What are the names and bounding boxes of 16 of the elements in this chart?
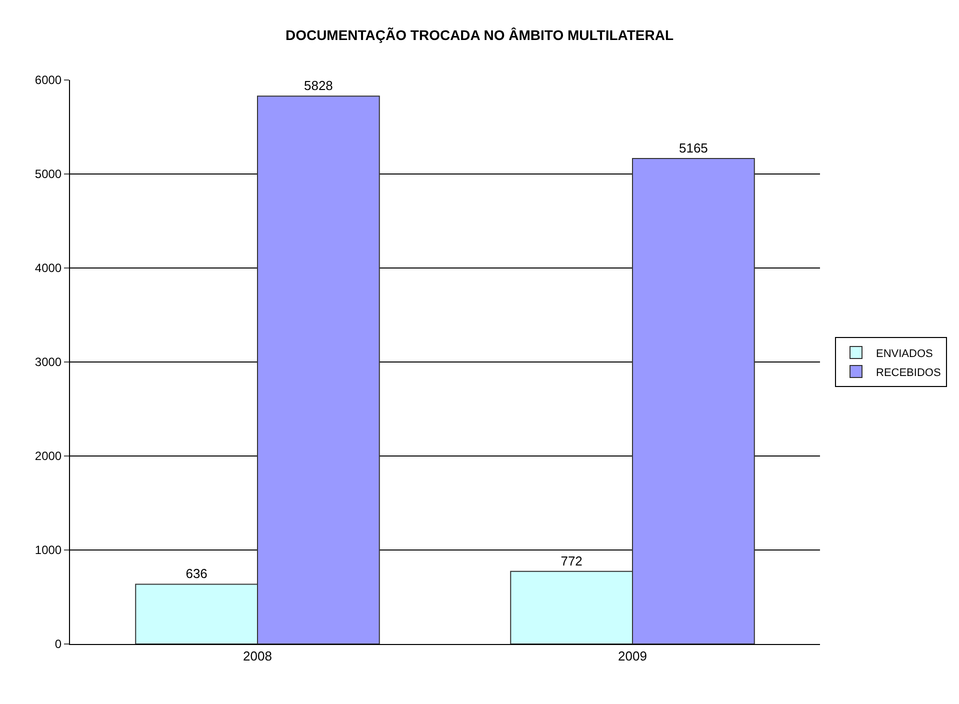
x-tick-label: 2009 — [618, 648, 647, 664]
data-label: 772 — [560, 553, 582, 568]
y-tick-label: 0 — [54, 637, 62, 652]
data-label: 5828 — [304, 78, 333, 94]
y-tick-label: 4000 — [34, 261, 62, 276]
x-tick-label: 2008 — [243, 648, 272, 664]
y-tick-label: 6000 — [34, 73, 62, 88]
y-tick-label: 3000 — [34, 355, 62, 370]
y-tick-label: 2000 — [34, 449, 62, 464]
legend-label: RECEBIDOS — [876, 366, 941, 379]
legend-label: ENVIADOS — [876, 348, 933, 360]
y-tick-label: 5000 — [34, 167, 62, 182]
y-tick-label: 1000 — [34, 543, 62, 558]
chart-title: DOCUMENTAÇÃO TROCADA NO ÂMBITO MULTILATERAL — [285, 27, 674, 43]
data-label: 636 — [186, 566, 208, 582]
data-label: 5165 — [678, 140, 708, 156]
